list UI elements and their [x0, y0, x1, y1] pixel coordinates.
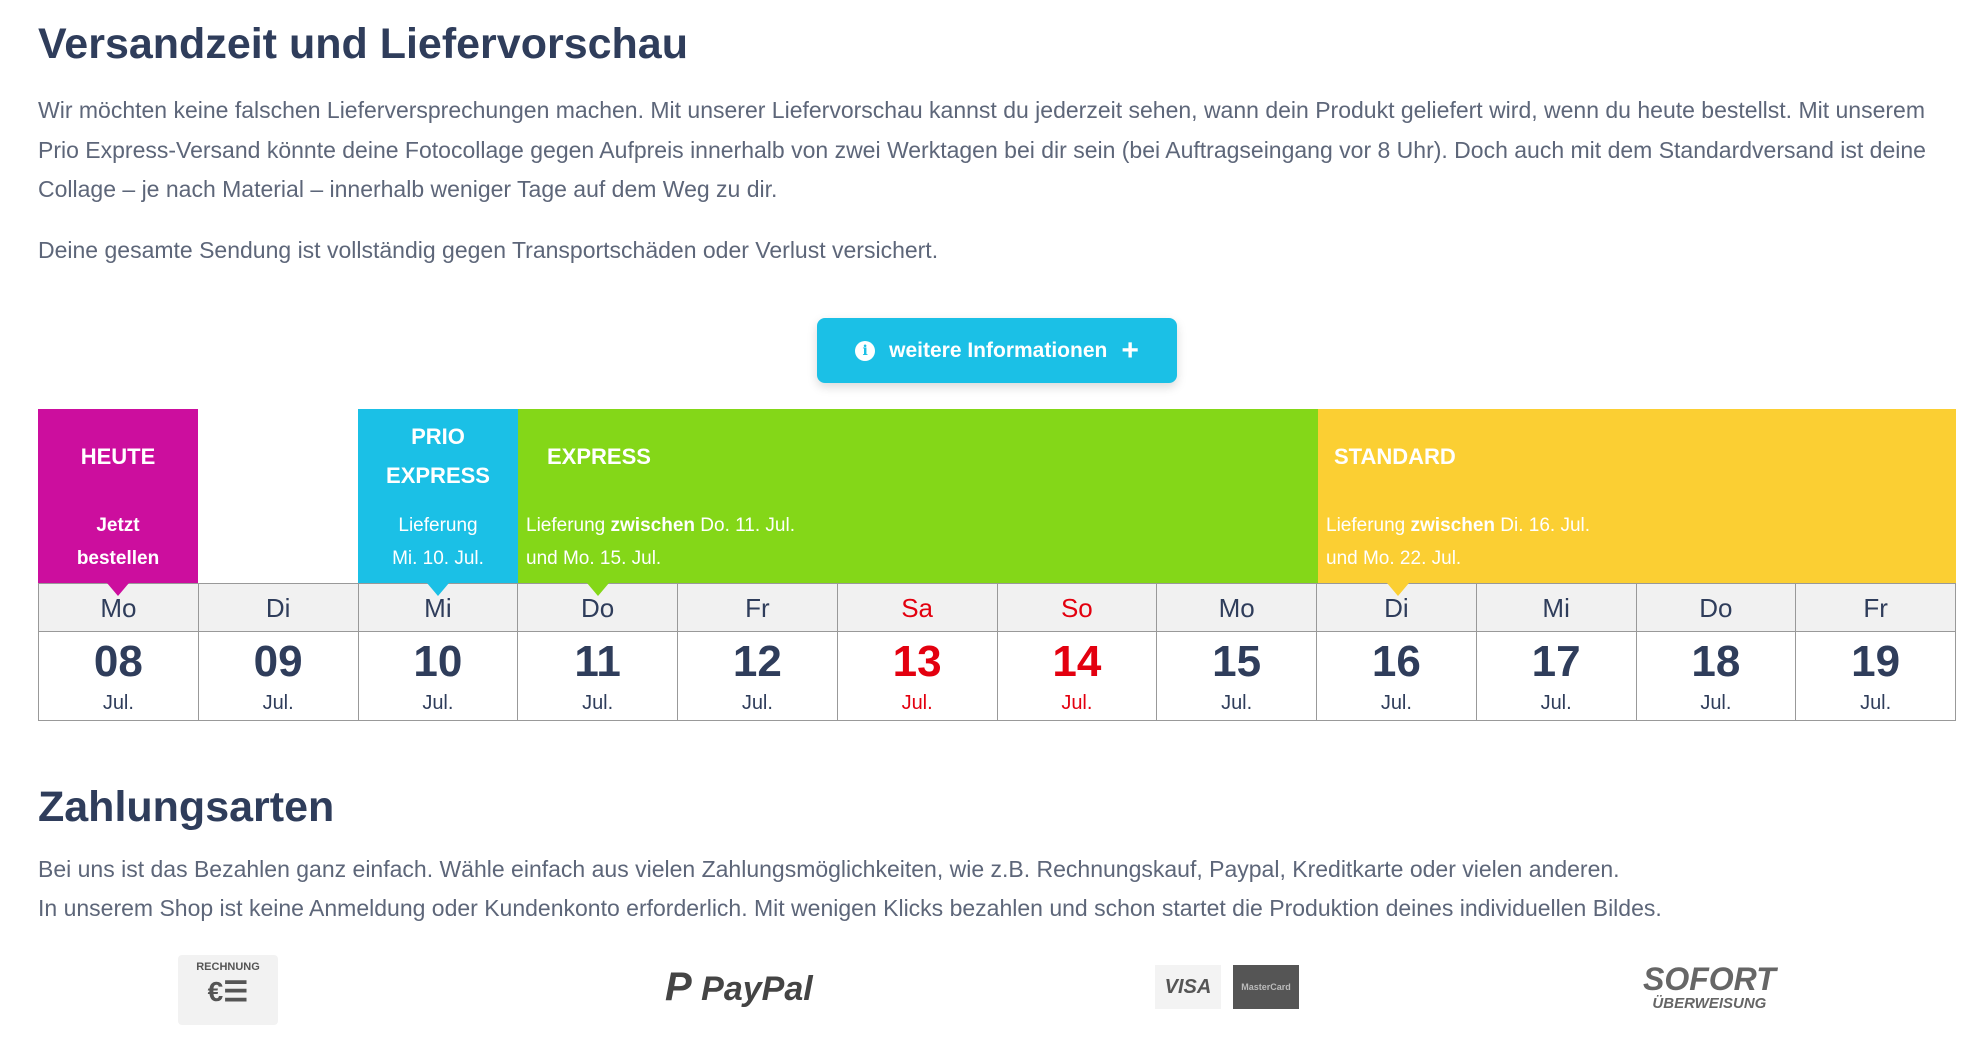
weekday-cell: Di [198, 583, 359, 632]
weekday-cell: So [997, 583, 1158, 632]
day-number: 14 [1052, 637, 1102, 686]
band-today-line1: Jetzt [96, 515, 140, 536]
rechnung-logo: RECHNUNG €☰ [178, 955, 278, 1025]
band-express-line2: und Mo. 15. Jul. [526, 548, 662, 569]
band-prio-express: PRIO EXPRESS Lieferung Mi. 10. Jul. [358, 409, 518, 596]
band-prio-line1: Lieferung [398, 515, 478, 536]
day-number: 18 [1691, 637, 1741, 686]
rechnung-text: RECHNUNG [196, 961, 260, 973]
paypal-text: PayPal [701, 970, 813, 1008]
weekday-cell: Fr [678, 583, 838, 632]
weekday-cell: Sa [837, 583, 998, 632]
band-prio-title1: PRIO [411, 424, 465, 449]
band-standard-line2: und Mo. 22. Jul. [1326, 548, 1462, 569]
band-express-title: EXPRESS [547, 444, 651, 469]
weekday-cell: Do [1636, 583, 1797, 632]
shipping-intro: Wir möchten keine falschen Lieferverspre… [38, 97, 1926, 202]
date-cell: 10 Jul. [358, 632, 519, 721]
date-cell: 15 Jul. [1157, 632, 1317, 721]
month-label: Jul. [582, 692, 614, 714]
month-label: Jul. [422, 692, 454, 714]
date-cell: 12 Jul. [678, 632, 838, 721]
shipping-title: Versandzeit und Liefervorschau [38, 20, 688, 68]
day-number: 16 [1371, 637, 1421, 686]
marker-arrow [587, 583, 609, 596]
plus-icon: + [1121, 333, 1139, 367]
month-label: Jul. [262, 692, 294, 714]
info-icon: i [855, 340, 876, 361]
band-express: EXPRESS Lieferung zwischen Do. 11. Jul. … [518, 409, 1318, 596]
date-cell: 17 Jul. [1476, 632, 1637, 721]
weekday-cell: Mo [1157, 583, 1317, 632]
day-number: 11 [574, 637, 621, 686]
paypal-logo: P PayPal [665, 965, 813, 1009]
text: Lieferung [1326, 515, 1411, 536]
card-logos: VISA MasterCard [1155, 965, 1299, 1009]
weekday-cell: Fr [1796, 583, 1956, 632]
invoice-icon: €☰ [207, 976, 249, 1007]
month-label: Jul. [1061, 692, 1093, 714]
text: Lieferung [526, 515, 611, 536]
visa-logo: VISA [1155, 965, 1221, 1009]
day-number: 13 [892, 637, 942, 686]
weekday-row: Mo Di Mi Do Fr Sa So Mo Di Mi Do Fr [38, 583, 1956, 632]
marker-arrow [1387, 583, 1409, 596]
band-prio-line2: Mi. 10. Jul. [392, 548, 484, 569]
month-label: Jul. [1380, 692, 1412, 714]
month-label: Jul. [1540, 692, 1572, 714]
month-label: Jul. [1700, 692, 1732, 714]
delivery-calendar: HEUTE Jetzt bestellen PRIO EXPRESS Liefe… [38, 409, 1956, 721]
marker-arrow [107, 583, 129, 596]
day-number: 19 [1851, 637, 1901, 686]
text: Di. 16. Jul. [1495, 515, 1591, 536]
mastercard-logo: MasterCard [1233, 965, 1299, 1009]
day-number: 17 [1531, 637, 1581, 686]
band-today: HEUTE Jetzt bestellen [38, 409, 198, 596]
weekday-cell: Do [518, 583, 678, 632]
date-cell: 13 Jul. [837, 632, 998, 721]
more-info-label: weitere Informationen [889, 338, 1108, 362]
payment-title: Zahlungsarten [38, 783, 335, 831]
month-label: Jul. [901, 692, 933, 714]
sofort-text: SOFORT [1643, 961, 1776, 997]
ueberweisung-text: ÜBERWEISUNG [1652, 995, 1767, 1012]
band-express-line1: Lieferung zwischen Do. 11. Jul. [526, 509, 795, 542]
day-number: 08 [93, 637, 143, 686]
month-label: Jul. [102, 692, 134, 714]
text-bold: zwischen [1410, 515, 1495, 536]
date-cell: 18 Jul. [1636, 632, 1797, 721]
date-row: 08 Jul. 09 Jul. 10 Jul. 11 Jul. 12 Jul. 13 Jul. 14 Ju… [38, 632, 1956, 721]
weekday-cell: Di [1317, 583, 1477, 632]
date-cell: 09 Jul. [198, 632, 359, 721]
band-today-title: HEUTE [80, 444, 156, 469]
day-number: 12 [732, 637, 782, 686]
sofort-logo: SOFORT ÜBERWEISUNG [1643, 963, 1776, 1012]
band-today-line2: bestellen [76, 548, 160, 569]
text-bold: zwischen [610, 515, 695, 536]
more-info-button[interactable]: i weitere Informationen + [817, 318, 1177, 383]
month-label: Jul. [1860, 692, 1892, 714]
date-cell: 14 Jul. [997, 632, 1158, 721]
day-number: 15 [1212, 637, 1262, 686]
month-label: Jul. [1221, 692, 1253, 714]
marker-arrow [427, 583, 449, 596]
date-cell: 19 Jul. [1796, 632, 1956, 721]
date-cell: 16 Jul. [1317, 632, 1477, 721]
text: Do. 11. Jul. [695, 515, 795, 536]
payment-line1: Bei uns ist das Bezahlen ganz einfach. W… [38, 856, 1620, 882]
day-number: 10 [413, 637, 463, 686]
month-label: Jul. [741, 692, 773, 714]
band-standard-line1: Lieferung zwischen Di. 16. Jul. [1326, 509, 1590, 542]
band-standard-title: STANDARD [1334, 444, 1456, 469]
payment-line2: In unserem Shop ist keine Anmeldung oder… [38, 895, 1662, 921]
weekday-cell: Mi [1476, 583, 1637, 632]
band-standard: STANDARD Lieferung zwischen Di. 16. Jul.… [1318, 409, 1956, 596]
day-number: 09 [253, 637, 303, 686]
date-cell: 11 Jul. [518, 632, 678, 721]
insurance-note: Deine gesamte Sendung ist vollständig ge… [38, 237, 939, 263]
band-prio-title2: EXPRESS [386, 463, 490, 488]
date-cell: 08 Jul. [39, 632, 199, 721]
